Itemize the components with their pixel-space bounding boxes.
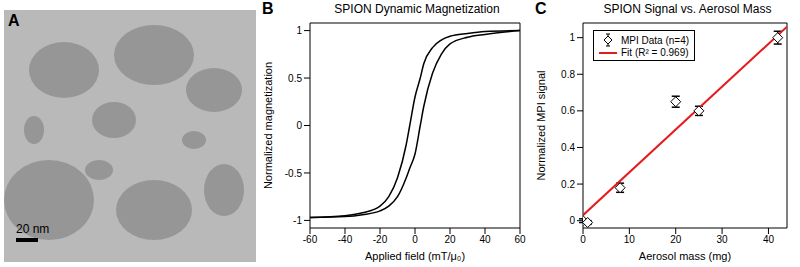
svg-text:0.5: 0.5 <box>288 73 302 84</box>
svg-text:-60: -60 <box>303 234 318 245</box>
html-text:SPION Dynamic Magnetization: SPION Dynamic Magnetization <box>334 2 500 16</box>
svg-text:Normalized MPI signal: Normalized MPI signal <box>535 70 547 180</box>
svg-text:0.8: 0.8 <box>561 69 575 80</box>
svg-text:40: 40 <box>479 234 491 245</box>
svg-text:-0.5: -0.5 <box>285 168 303 179</box>
svg-text:0: 0 <box>580 234 586 245</box>
svg-text:40: 40 <box>763 234 775 245</box>
html-text:C: C <box>535 0 547 17</box>
svg-text:0.2: 0.2 <box>561 179 575 190</box>
html-text:A: A <box>8 12 20 29</box>
svg-text:20 nm: 20 nm <box>16 222 49 236</box>
svg-text:Applied field (mT/μ₀): Applied field (mT/μ₀) <box>365 250 465 262</box>
svg-text:0.4: 0.4 <box>561 142 575 153</box>
svg-text:10: 10 <box>624 234 636 245</box>
svg-text:60: 60 <box>514 234 526 245</box>
svg-text:0: 0 <box>296 120 302 131</box>
svg-text:1: 1 <box>296 25 302 36</box>
svg-text:30: 30 <box>717 234 729 245</box>
svg-text:20: 20 <box>670 234 682 245</box>
svg-text:Aerosol mass (mg): Aerosol mass (mg) <box>639 250 731 262</box>
svg-text:0: 0 <box>412 234 418 245</box>
svg-text:0.6: 0.6 <box>561 105 575 116</box>
svg-text:1: 1 <box>569 32 575 43</box>
svg-text:Normalized magnetization: Normalized magnetization <box>262 62 274 189</box>
svg-text:20: 20 <box>444 234 456 245</box>
svg-text:-1: -1 <box>293 215 302 226</box>
svg-text:0: 0 <box>569 215 575 226</box>
html-text:SPION Signal vs. Aerosol Mass: SPION Signal vs. Aerosol Mass <box>603 2 772 16</box>
html-text:MPI Data (n=4): MPI Data (n=4) <box>621 34 690 46</box>
html-text:B: B <box>262 0 274 17</box>
svg-text:-20: -20 <box>373 234 388 245</box>
html-text:Fit (R² = 0.969): Fit (R² = 0.969) <box>621 47 689 58</box>
svg-text:-40: -40 <box>338 234 353 245</box>
